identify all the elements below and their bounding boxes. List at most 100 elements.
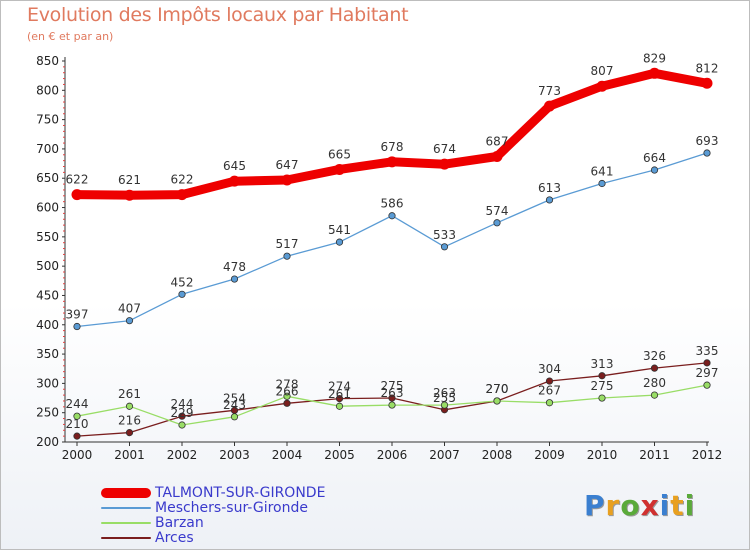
data-point: [73, 412, 81, 420]
data-point: [178, 412, 186, 420]
data-label: 478: [223, 260, 246, 274]
y-tick-label: 800: [36, 83, 59, 97]
y-tick-label: 750: [36, 113, 59, 127]
brand-letter: r: [605, 489, 621, 522]
x-tick-label: 2007: [429, 448, 460, 462]
data-label: 397: [66, 308, 89, 322]
legend: TALMONT-SUR-GIRONDE Meschers-sur-Gironde B…: [101, 485, 501, 546]
data-point: [230, 275, 239, 283]
data-point: [388, 394, 396, 402]
data-label: 541: [328, 223, 351, 237]
y-tick-label: 850: [36, 54, 59, 68]
data-label: 664: [643, 151, 666, 165]
data-label: 622: [171, 173, 194, 187]
data-point: [230, 413, 239, 421]
series-points: [71, 67, 713, 440]
data-point: [439, 158, 450, 170]
y-tick-label: 200: [36, 435, 59, 449]
y-tick-label: 450: [36, 288, 59, 302]
brand-letter: i: [659, 489, 671, 522]
data-point: [283, 252, 291, 260]
data-label: 263: [381, 386, 404, 400]
y-tick-label: 400: [36, 318, 59, 332]
data-point: [176, 189, 188, 201]
data-point: [596, 80, 608, 92]
data-label: 613: [538, 181, 561, 195]
legend-label: Arces: [155, 530, 194, 546]
data-point: [124, 189, 135, 201]
data-point: [544, 100, 555, 112]
legend-swatch: [101, 507, 151, 509]
data-point: [650, 364, 659, 372]
data-label: 267: [538, 384, 561, 398]
y-tick-label: 500: [36, 259, 59, 273]
data-point: [335, 395, 344, 403]
data-point: [703, 381, 711, 389]
data-label: 693: [696, 134, 719, 148]
data-point: [334, 163, 345, 175]
data-point: [73, 432, 81, 440]
data-label: 243: [223, 398, 246, 412]
y-tick-label: 550: [36, 230, 59, 244]
data-point: [283, 392, 291, 400]
data-label: 270: [486, 382, 509, 396]
data-label: 263: [433, 386, 456, 400]
legend-swatch: [101, 522, 151, 524]
data-label: 244: [171, 397, 194, 411]
x-tick-label: 2005: [324, 448, 355, 462]
data-label: 665: [328, 147, 351, 161]
data-point: [388, 401, 396, 409]
y-tick-label: 350: [36, 347, 59, 361]
data-label: 274: [328, 380, 351, 394]
data-point: [545, 196, 554, 204]
data-point: [703, 359, 711, 367]
x-tick-label: 2001: [114, 448, 145, 462]
data-label: 304: [538, 362, 561, 376]
data-label: 244: [66, 397, 89, 411]
data-label: 773: [538, 84, 561, 98]
x-tick-label: 2004: [272, 448, 303, 462]
data-label: 674: [433, 142, 456, 156]
data-labels: 210 216 244 254 266 274 275 255 270 304 313 326 335 2…: [66, 51, 719, 431]
data-label: 229: [171, 406, 194, 420]
data-label: 829: [643, 51, 666, 65]
data-label: 687: [486, 135, 509, 149]
data-point: [283, 399, 291, 407]
data-label: 255: [433, 391, 456, 405]
y-tick-label: 600: [36, 201, 59, 215]
legend-swatch: [101, 537, 151, 539]
brand-letter: P: [584, 489, 606, 522]
data-point: [493, 397, 501, 405]
legend-item: Arces: [101, 530, 501, 546]
y-tick-label: 250: [36, 406, 59, 420]
data-label: 452: [171, 275, 194, 289]
data-point: [73, 322, 81, 331]
data-label: 261: [118, 387, 141, 401]
data-label: 807: [591, 64, 614, 78]
data-point: [386, 156, 398, 168]
data-point: [649, 67, 660, 79]
legend-label: Meschers-sur-Gironde: [155, 500, 308, 516]
data-label: 326: [643, 349, 666, 363]
data-point: [598, 179, 606, 188]
x-tick-label: 2010: [587, 448, 618, 462]
legend-swatch: [101, 488, 151, 498]
brand-letter: t: [670, 489, 685, 522]
data-label: 254: [223, 391, 246, 405]
data-point: [178, 290, 186, 298]
data-label: 278: [276, 377, 299, 391]
data-label: 280: [643, 376, 666, 390]
x-tick-label: 2009: [534, 448, 565, 462]
data-label: 586: [381, 197, 404, 211]
data-point: [335, 402, 344, 410]
x-tick-label: 2011: [639, 448, 670, 462]
data-label: 313: [591, 357, 614, 371]
legend-label: Barzan: [155, 515, 204, 531]
data-label: 335: [696, 344, 719, 358]
x-tick-label: 2006: [377, 448, 408, 462]
data-label: 621: [118, 173, 141, 187]
data-label: 678: [381, 140, 404, 154]
y-tick-label: 300: [36, 376, 59, 390]
